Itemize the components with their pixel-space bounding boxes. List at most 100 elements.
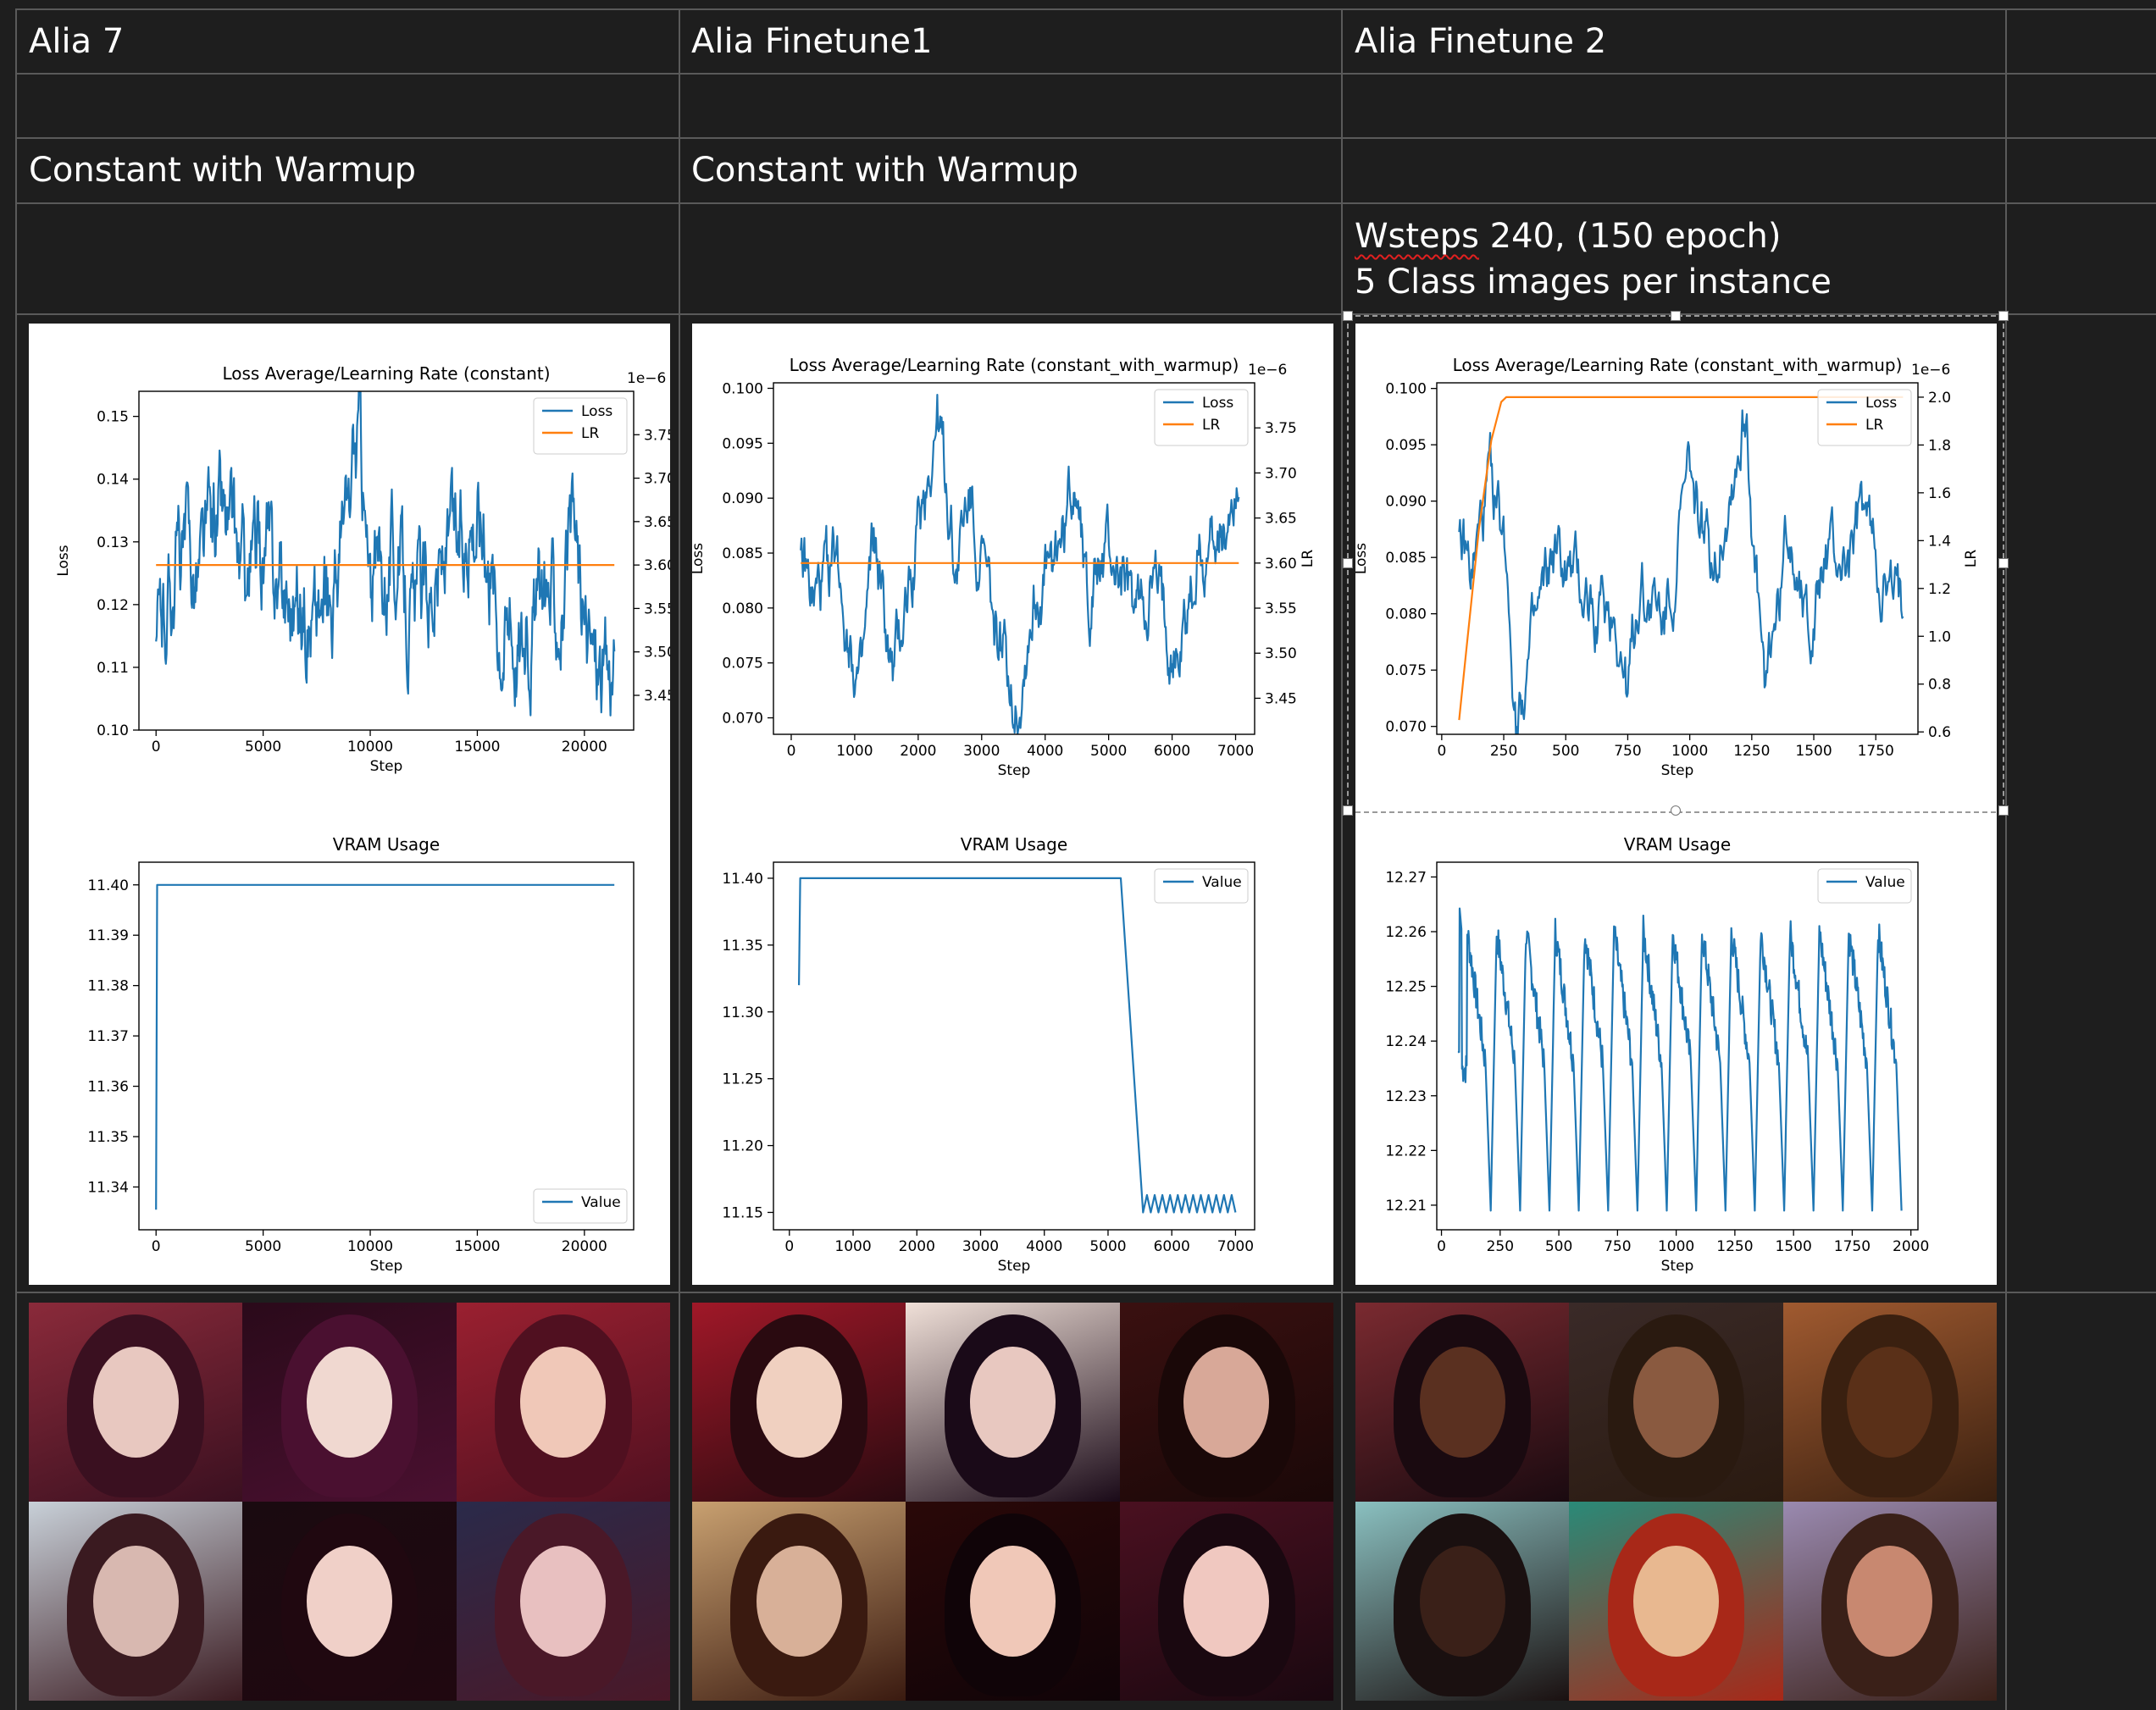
- y-tick-label: 12.26: [1385, 924, 1427, 941]
- sample-image[interactable]: [906, 1502, 1120, 1701]
- portrait-face: [520, 1545, 607, 1657]
- x-tick-label: 0: [152, 1238, 161, 1255]
- sample-images-finetune2[interactable]: [1355, 1303, 1997, 1701]
- y-tick-label: 0.10: [97, 722, 129, 739]
- legend-label: LR: [1202, 417, 1220, 434]
- sample-image[interactable]: [1119, 1502, 1333, 1701]
- sample-image[interactable]: [456, 1502, 670, 1701]
- portrait-face: [92, 1545, 179, 1657]
- x-axis-label: Step: [998, 1258, 1031, 1275]
- y-tick-label: 11.40: [722, 871, 763, 888]
- y2-exponent-label: 1e−6: [1911, 362, 1950, 379]
- sample-images-finetune1[interactable]: [692, 1303, 1333, 1701]
- x-tick-label: 1750: [1858, 743, 1894, 760]
- series-line-value: [155, 883, 615, 1210]
- sample-image[interactable]: [906, 1303, 1120, 1502]
- x-tick-label: 0: [1437, 1238, 1446, 1255]
- y2-tick-label: 3.70: [1265, 465, 1297, 482]
- y-tick-label: 11.35: [87, 1129, 129, 1146]
- sample-image[interactable]: [456, 1303, 670, 1502]
- sample-image[interactable]: [1782, 1502, 1997, 1701]
- x-tick-label: 1000: [836, 743, 873, 760]
- y2-tick-label: 1.0: [1928, 628, 1951, 645]
- cell-notes-line1[interactable]: Wsteps 240, (150 epoch): [1355, 213, 1782, 259]
- portrait-face: [1419, 1346, 1505, 1458]
- portrait-face: [1419, 1545, 1505, 1657]
- x-tick-label: 3000: [963, 743, 1000, 760]
- cell-scheduler-finetune1[interactable]: Constant with Warmup: [691, 151, 1079, 190]
- sample-image[interactable]: [1119, 1303, 1333, 1502]
- legend-box: [533, 1188, 628, 1224]
- x-tick-label: 5000: [245, 739, 281, 755]
- resize-handle[interactable]: [1343, 311, 1353, 321]
- cell-title-finetune2[interactable]: Alia Finetune 2: [1355, 22, 1607, 61]
- resize-handle[interactable]: [1998, 311, 2009, 321]
- sample-image[interactable]: [29, 1502, 243, 1701]
- y2-tick-label: 3.45: [1265, 690, 1297, 707]
- y-tick-label: 0.075: [1385, 662, 1427, 679]
- x-tick-label: 5000: [245, 1238, 281, 1255]
- resize-handle[interactable]: [1343, 558, 1353, 568]
- chart-title: Loss Average/Learning Rate (constant): [222, 363, 550, 384]
- y-tick-label: 12.25: [1385, 979, 1427, 996]
- y-tick-label: 0.080: [722, 600, 763, 617]
- legend-box: [1154, 389, 1249, 446]
- sample-image[interactable]: [692, 1502, 906, 1701]
- portrait-face: [1847, 1545, 1933, 1657]
- sample-image[interactable]: [1569, 1303, 1783, 1502]
- cell-title-finetune1[interactable]: Alia Finetune1: [691, 22, 933, 61]
- cell-scheduler-alia7[interactable]: Constant with Warmup: [29, 151, 417, 190]
- resize-handle[interactable]: [1671, 311, 1681, 321]
- legend-label: Loss: [1202, 395, 1233, 412]
- portrait-face: [756, 1346, 842, 1458]
- resize-handle[interactable]: [1998, 805, 2009, 816]
- resize-handle[interactable]: [1343, 805, 1353, 816]
- sample-image[interactable]: [1355, 1502, 1570, 1701]
- legend-box: [1817, 868, 1912, 904]
- rotate-handle[interactable]: [1671, 805, 1681, 816]
- plot-area: [800, 394, 1240, 734]
- plot-frame: [773, 861, 1255, 1231]
- portrait-face: [1633, 1545, 1719, 1657]
- cell-title-alia7[interactable]: Alia 7: [29, 22, 125, 61]
- sample-image[interactable]: [1569, 1502, 1783, 1701]
- grid-line: [1341, 8, 1343, 1710]
- cell-notes-line2[interactable]: 5 Class images per instance: [1355, 263, 1832, 302]
- sample-image[interactable]: [242, 1502, 457, 1701]
- y2-exponent-label: 1e−6: [627, 370, 666, 387]
- chart-title: VRAM Usage: [333, 834, 440, 855]
- sample-image[interactable]: [692, 1303, 906, 1502]
- y2-tick-label: 3.65: [1265, 511, 1297, 528]
- y-tick-label: 0.11: [97, 660, 129, 677]
- sample-image[interactable]: [29, 1303, 243, 1502]
- chart-panel-alia7[interactable]: Loss Average/Learning Rate (constant) 0 50…: [29, 324, 670, 1285]
- y-tick-label: 0.075: [722, 656, 763, 672]
- x-axis-label: Step: [370, 1258, 403, 1275]
- series-line-value: [1457, 907, 1903, 1212]
- resize-handle[interactable]: [1998, 558, 2009, 568]
- x-tick-label: 5000: [1090, 743, 1127, 760]
- x-tick-label: 750: [1604, 1238, 1631, 1255]
- x-tick-label: 1500: [1795, 743, 1832, 760]
- legend-label: LR: [581, 425, 599, 442]
- x-tick-label: 5000: [1089, 1238, 1126, 1255]
- x-tick-label: 500: [1552, 743, 1579, 760]
- x-tick-label: 10000: [347, 1238, 393, 1255]
- y-tick-label: 11.20: [722, 1138, 763, 1155]
- x-tick-label: 15000: [454, 739, 500, 755]
- chart-panel-finetune1[interactable]: Loss Average/Learning Rate (constant_wit…: [692, 324, 1333, 1285]
- y-tick-label: 0.13: [97, 534, 129, 551]
- portrait-face: [1183, 1346, 1270, 1458]
- sample-image[interactable]: [1782, 1303, 1997, 1502]
- sample-image[interactable]: [1355, 1303, 1570, 1502]
- y-axis-label: Loss: [55, 545, 72, 576]
- sample-image[interactable]: [242, 1303, 457, 1502]
- x-axis-label: Step: [370, 758, 403, 775]
- y-tick-label: 11.35: [722, 938, 763, 955]
- chart-panel-finetune2[interactable]: Loss Average/Learning Rate (constant_wit…: [1355, 324, 1997, 1285]
- sample-images-alia7[interactable]: [29, 1303, 670, 1701]
- legend-box: [1154, 868, 1249, 904]
- y2-axis-label: LR: [1963, 550, 1980, 567]
- y2-tick-label: 3.75: [1265, 420, 1297, 437]
- x-axis-label: Step: [998, 762, 1031, 779]
